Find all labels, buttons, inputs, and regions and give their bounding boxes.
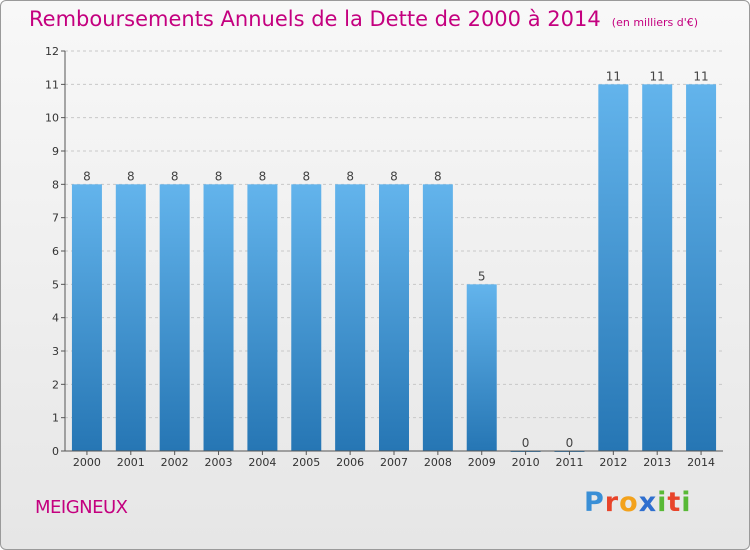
- x-tick-label: 2000: [73, 456, 101, 469]
- brand-letter: r: [604, 487, 620, 518]
- y-tick-label: 0: [52, 445, 59, 458]
- x-tick-label: 2005: [292, 456, 320, 469]
- data-label: 0: [522, 436, 530, 450]
- bar: [466, 284, 497, 451]
- data-label: 8: [83, 169, 91, 183]
- data-label: 8: [171, 169, 179, 183]
- chart-title-block: Remboursements Annuels de la Dette de 20…: [29, 7, 698, 31]
- x-tick-label: 2008: [424, 456, 452, 469]
- bar: [291, 184, 322, 452]
- y-tick-label: 10: [45, 112, 59, 125]
- y-tick-label: 3: [52, 345, 59, 358]
- data-label: 11: [693, 69, 708, 83]
- x-tick-label: 2002: [161, 456, 189, 469]
- x-tick-label: 2006: [336, 456, 364, 469]
- brand-letter: o: [619, 487, 639, 518]
- y-tick-label: 9: [52, 145, 59, 158]
- data-label: 8: [346, 169, 354, 183]
- proxiti-logo[interactable]: Proxiti: [584, 487, 692, 518]
- bar: [642, 84, 673, 451]
- labels: 0123456789101112820008200182002820038200…: [45, 45, 715, 469]
- brand-letter: i: [657, 487, 668, 518]
- brand-letter: P: [584, 487, 605, 518]
- x-tick-label: 2011: [555, 456, 583, 469]
- x-tick-label: 2004: [248, 456, 276, 469]
- bar: [598, 84, 629, 451]
- y-tick-label: 6: [52, 245, 59, 258]
- chart-title: Remboursements Annuels de la Dette de 20…: [29, 7, 601, 31]
- bars: [71, 84, 717, 452]
- bar: [115, 184, 146, 452]
- x-tick-label: 2001: [117, 456, 145, 469]
- commune-name: MEIGNEUX: [35, 497, 128, 518]
- bar: [159, 184, 190, 452]
- data-label: 8: [434, 169, 442, 183]
- data-label: 8: [302, 169, 310, 183]
- bar: [71, 184, 102, 452]
- y-tick-label: 12: [45, 45, 59, 58]
- data-label: 0: [566, 436, 574, 450]
- data-label: 8: [127, 169, 135, 183]
- data-label: 11: [650, 69, 665, 83]
- x-tick-label: 2014: [687, 456, 715, 469]
- bar: [686, 84, 717, 451]
- brand-letter: t: [667, 487, 682, 518]
- bar: [247, 184, 278, 452]
- data-label: 8: [259, 169, 267, 183]
- y-tick-label: 7: [52, 212, 59, 225]
- brand-letter: x: [638, 487, 658, 518]
- axes: [61, 50, 723, 455]
- y-tick-label: 5: [52, 278, 59, 291]
- x-tick-label: 2012: [599, 456, 627, 469]
- data-label: 8: [215, 169, 223, 183]
- y-tick-label: 8: [52, 178, 59, 191]
- x-tick-label: 2013: [643, 456, 671, 469]
- brand-letter: i: [681, 487, 692, 518]
- x-tick-label: 2007: [380, 456, 408, 469]
- y-tick-label: 2: [52, 378, 59, 391]
- data-label: 5: [478, 269, 486, 283]
- x-tick-label: 2003: [205, 456, 233, 469]
- y-tick-label: 4: [52, 312, 59, 325]
- data-label: 11: [606, 69, 621, 83]
- data-label: 8: [390, 169, 398, 183]
- y-tick-label: 1: [52, 412, 59, 425]
- bar: [335, 184, 366, 452]
- y-tick-label: 11: [45, 78, 59, 91]
- bar: [379, 184, 409, 452]
- x-tick-label: 2009: [468, 456, 496, 469]
- bar: [203, 184, 234, 452]
- bar: [422, 184, 453, 452]
- chart-unit: (en milliers d'€): [611, 16, 699, 29]
- x-tick-label: 2010: [512, 456, 540, 469]
